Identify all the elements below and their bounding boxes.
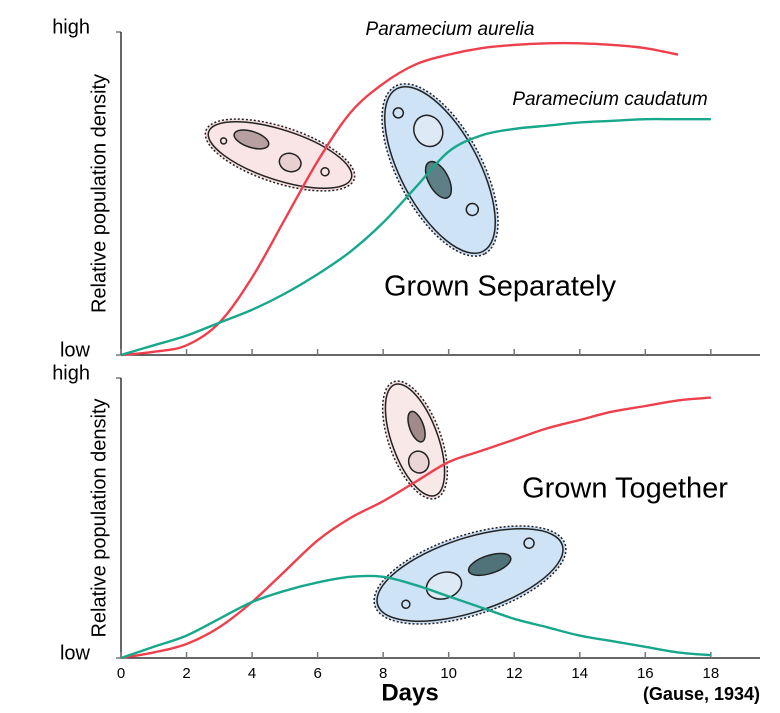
series-label: Paramecium aurelia [366, 19, 535, 40]
y-axis-label: Relative population density [88, 74, 110, 313]
x-tick-label: 0 [117, 665, 125, 682]
x-axis-label: Days [381, 679, 438, 706]
x-tick-label: 2 [182, 665, 190, 682]
x-tick-label: 12 [506, 665, 523, 682]
figure: (Gause, 1934) lowhighRelative population… [0, 0, 780, 713]
x-tick-label: 10 [440, 665, 457, 682]
annotation: Grown Together [522, 473, 728, 505]
y-tick-label: high [52, 362, 90, 384]
x-tick-label: 18 [703, 665, 720, 682]
annotation: Grown Separately [384, 271, 617, 303]
x-tick-label: 6 [313, 665, 321, 682]
y-tick-label: low [60, 642, 91, 664]
y-tick-label: low [60, 339, 91, 361]
y-tick-label: high [52, 16, 90, 38]
x-tick-label: 4 [248, 665, 256, 682]
y-axis-label: Relative population density [88, 398, 110, 637]
series-label: Paramecium caudatum [512, 89, 707, 110]
x-tick-label: 16 [637, 665, 654, 682]
source-credit: (Gause, 1934) [643, 684, 760, 704]
x-tick-label: 14 [571, 665, 588, 682]
